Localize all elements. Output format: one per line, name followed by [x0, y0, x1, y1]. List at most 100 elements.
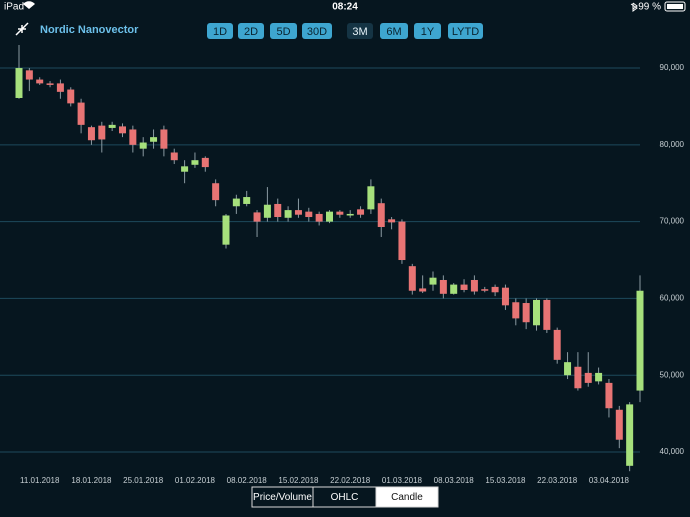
view-tabs: Price/Volume OHLC Candle [251, 486, 439, 508]
range-button-label[interactable]: 6M [386, 26, 401, 38]
x-tick-label: 01.02.2018 [175, 476, 216, 485]
candle-body [139, 142, 147, 149]
range-button-label[interactable]: 1Y [421, 26, 435, 38]
candle-body [429, 277, 437, 285]
candle-body [56, 83, 64, 92]
candle-body [98, 125, 106, 140]
candle-body [481, 289, 489, 291]
collapse-icon[interactable] [15, 22, 29, 36]
bluetooth-icon [630, 2, 638, 12]
candle-body [470, 279, 478, 292]
range-button[interactable] [380, 23, 408, 39]
range-button[interactable] [347, 23, 373, 39]
candle-body [626, 404, 634, 466]
range-button[interactable] [270, 23, 297, 39]
range-button[interactable] [414, 23, 441, 39]
view-tab-label[interactable]: OHLC [331, 492, 359, 503]
candle-body [377, 203, 385, 227]
candle-body [253, 212, 261, 222]
candle-body [212, 183, 220, 201]
candle-body [450, 284, 458, 294]
range-button[interactable] [207, 23, 233, 39]
range-button-label[interactable]: 3M [352, 26, 367, 38]
battery-level [667, 4, 683, 9]
candle-body [326, 211, 333, 222]
candle-body [636, 290, 644, 391]
candle-body [87, 127, 95, 141]
range-button-label[interactable]: 1D [213, 26, 227, 38]
x-tick-label: 03.04.2018 [589, 476, 630, 485]
x-tick-label: 25.01.2018 [123, 476, 164, 485]
x-tick-label: 15.02.2018 [278, 476, 319, 485]
candle-body [398, 221, 406, 261]
candle-body [315, 213, 323, 222]
x-tick-label: 11.01.2018 [20, 476, 60, 485]
x-tick-label: 15.03.2018 [485, 476, 526, 485]
candle-body [533, 299, 540, 326]
status-time: 08:24 [332, 2, 358, 13]
candle-body [439, 279, 447, 294]
candle-body [201, 157, 209, 168]
candle-body [522, 303, 530, 323]
wifi-icon [23, 1, 35, 9]
candle-body [46, 83, 54, 85]
view-tab-label[interactable]: Candle [391, 492, 423, 503]
candle-body [501, 287, 509, 306]
candle-body [222, 215, 230, 245]
y-tick-label: 90,000 [660, 63, 685, 72]
candle-body [67, 89, 75, 104]
candle-body [191, 160, 199, 165]
x-tick-label: 08.03.2018 [434, 476, 475, 485]
view-tab-label[interactable]: Price/Volume [253, 492, 312, 503]
status-battery: 99 % [638, 2, 661, 13]
x-tick-label: 08.02.2018 [227, 476, 268, 485]
candle-body [263, 204, 271, 218]
candle-body [232, 198, 240, 207]
y-tick-label: 60,000 [660, 294, 685, 303]
candle-body [25, 70, 33, 80]
range-button-label[interactable]: 30D [307, 26, 327, 38]
candle-body [160, 129, 168, 149]
range-button-label[interactable]: LYTD [452, 26, 479, 38]
candle-body [346, 213, 354, 216]
candle-body [15, 68, 23, 98]
candle-body [274, 203, 282, 218]
status-device: iPad [4, 2, 24, 13]
candle-body [367, 186, 375, 210]
candle-body [543, 299, 551, 330]
candle-body [564, 362, 572, 376]
candle-body [574, 366, 582, 389]
range-button[interactable] [448, 23, 483, 39]
view-tab[interactable] [375, 486, 439, 508]
candle-body [460, 284, 468, 290]
candle-body [119, 126, 126, 134]
candle-body [419, 288, 427, 292]
candle-body [388, 219, 396, 223]
candle-body [150, 137, 158, 142]
instrument-title: Nordic Nanovector [40, 24, 139, 36]
candle-body [408, 266, 416, 291]
range-button-label[interactable]: 2D [244, 26, 258, 38]
candle-body [615, 409, 623, 440]
y-tick-label: 40,000 [660, 447, 685, 456]
x-tick-label: 22.03.2018 [537, 476, 578, 485]
candle-body [108, 124, 116, 128]
x-tick-label: 22.02.2018 [330, 476, 371, 485]
candle-body [491, 286, 499, 293]
range-button[interactable] [238, 23, 264, 39]
candle-body [512, 302, 520, 319]
candle-body [357, 209, 365, 215]
battery-icon [664, 1, 686, 12]
range-button[interactable] [302, 23, 332, 39]
candle-body [170, 152, 178, 161]
range-button-label[interactable]: 5D [276, 26, 290, 38]
candle-body [243, 197, 251, 204]
candle-body [305, 211, 313, 218]
candle-body [284, 210, 292, 218]
x-tick-label: 01.03.2018 [382, 476, 423, 485]
candle-body [605, 382, 613, 409]
candle-body [553, 329, 561, 360]
